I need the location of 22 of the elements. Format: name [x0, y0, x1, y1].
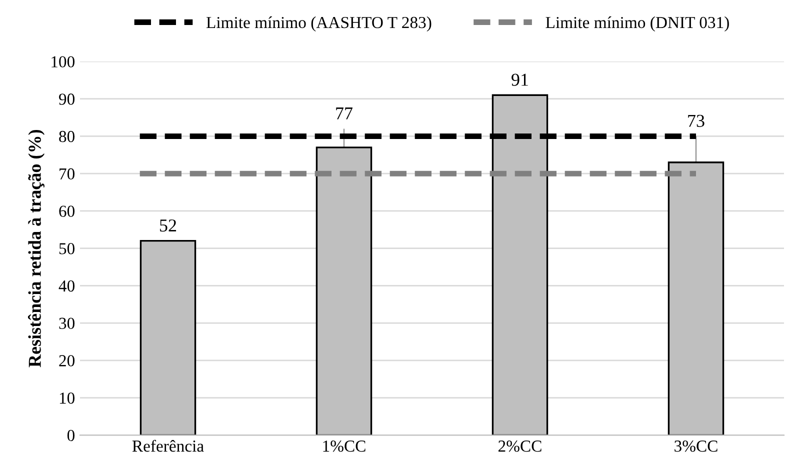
y-tick-label: 40: [58, 280, 75, 292]
y-tick-label: 30: [59, 318, 75, 330]
legend-label: Limite mínimo (DNIT 031): [546, 16, 729, 32]
y-axis-title: Resistência retida à tração (%): [28, 130, 45, 368]
x-tick-label: 2%CC: [498, 440, 542, 452]
y-tick-label: 50: [59, 243, 75, 254]
y-tick-label: 70: [60, 168, 75, 180]
y-tick-label: 90: [59, 94, 75, 105]
data-label: 52: [160, 219, 176, 232]
y-tick-label: 10: [60, 392, 75, 404]
data-label: 73: [688, 114, 704, 127]
y-tick-label: 80: [59, 130, 75, 142]
x-tick-label: Referência: [132, 440, 204, 452]
y-tick-label: 100: [52, 56, 75, 68]
x-tick-label: 3%CC: [674, 440, 718, 452]
legend-label: Limite mínimo (AASHTO T 283): [206, 16, 432, 32]
y-tick-label: 0: [67, 430, 75, 442]
y-tick-label: 20: [59, 355, 75, 366]
data-label: 77: [336, 107, 353, 120]
y-tick-label: 60: [59, 206, 75, 217]
data-label: 91: [512, 74, 528, 86]
x-tick-label: 1%CC: [323, 440, 366, 452]
